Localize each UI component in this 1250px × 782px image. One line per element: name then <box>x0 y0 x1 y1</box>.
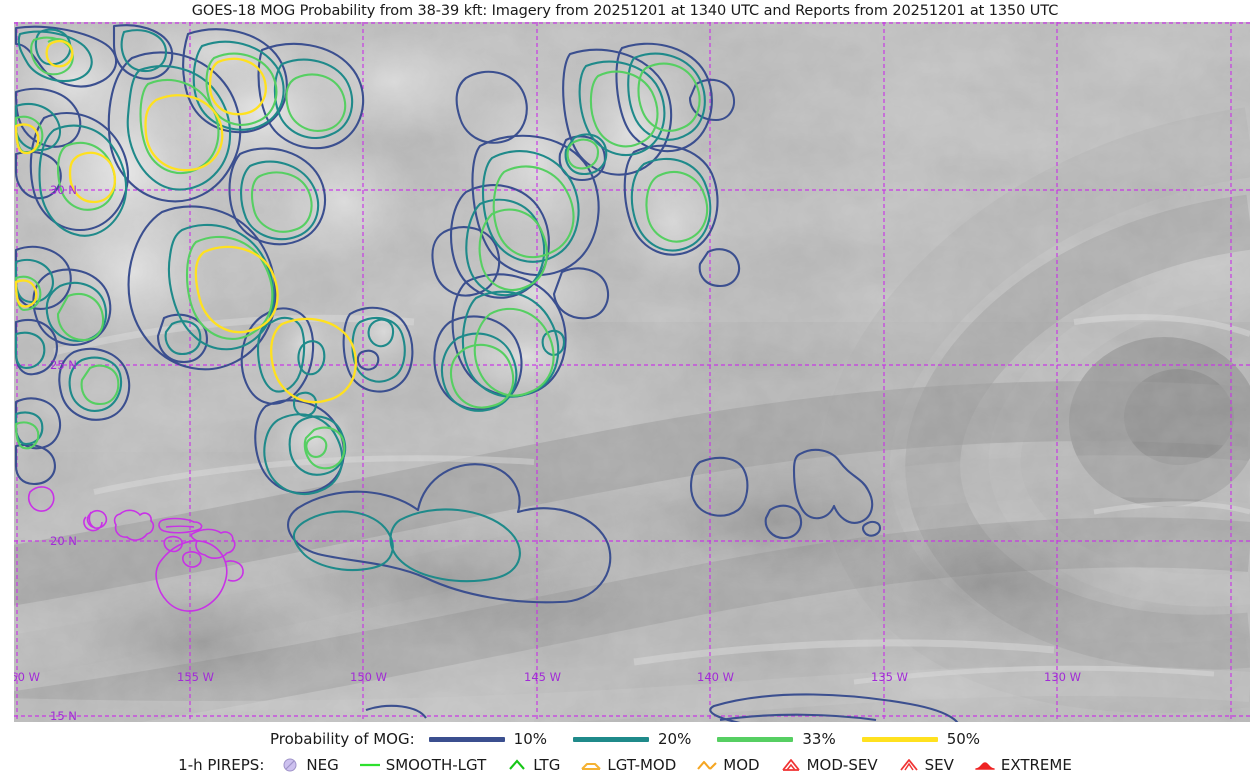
neg-circle-slash-icon <box>278 756 302 774</box>
contour-50pct <box>14 40 357 404</box>
mod-caret-icon <box>695 756 719 774</box>
legend-probability-title: Probability of MOG: <box>269 730 415 748</box>
prob-label-50: 50% <box>946 730 981 748</box>
legend-row-probability: Probability of MOG: 10% 20% 33% 50% <box>0 726 1250 752</box>
legend-pirep-smooth-lgt[interactable]: SMOOTH-LGT <box>358 756 487 774</box>
prob-swatch-10-icon <box>428 736 505 742</box>
legend-pirep-mod-sev[interactable]: MOD-SEV <box>779 756 878 774</box>
prob-swatch-33-icon <box>717 736 794 742</box>
legend-row-pireps: 1-h PIREPS: NEG SMOOTH-LGT <box>0 752 1250 778</box>
pirep-label-mod-sev: MOD-SEV <box>806 756 878 774</box>
contour-33pct <box>14 36 709 470</box>
ltg-caret-icon <box>505 756 529 774</box>
legend-pirep-lgt-mod[interactable]: LGT-MOD <box>579 756 676 774</box>
pirep-label-lgt-mod: LGT-MOD <box>607 756 677 774</box>
legend-pireps-title: 1-h PIREPS: <box>178 756 265 774</box>
legend-prob-50[interactable]: 50% <box>861 730 981 748</box>
prob-swatch-20-icon <box>573 736 650 742</box>
legend-pirep-extreme[interactable]: EXTREME <box>973 756 1072 774</box>
extreme-filled-tri-icon <box>973 756 997 774</box>
legend-prob-10[interactable]: 10% <box>428 730 548 748</box>
coastlines-hawaii <box>27 486 244 612</box>
legend-pirep-sev[interactable]: SEV <box>897 756 954 774</box>
map-panel[interactable]: 160 W 155 W 150 W 145 W 140 W 135 W 130 … <box>14 22 1250 722</box>
lgt-mod-trapezoid-icon <box>579 756 603 774</box>
figure-title: GOES-18 MOG Probability from 38-39 kft: … <box>191 3 1059 19</box>
legend-pirep-mod[interactable]: MOD <box>695 756 760 774</box>
contour-10pct <box>14 24 959 722</box>
legend: Probability of MOG: 10% 20% 33% 50% 1-h … <box>0 726 1250 782</box>
satellite-imagery <box>14 22 1250 722</box>
prob-label-20: 20% <box>658 730 692 748</box>
pirep-label-ltg: LTG <box>533 756 561 774</box>
smooth-lgt-line-icon <box>358 756 382 774</box>
pirep-label-sev: SEV <box>924 756 954 774</box>
legend-prob-33[interactable]: 33% <box>717 730 836 748</box>
prob-swatch-50-icon <box>861 736 938 742</box>
mod-sev-house-icon <box>779 756 803 774</box>
graticule <box>14 22 1250 722</box>
map-overlays <box>14 22 1250 722</box>
pirep-label-mod: MOD <box>723 756 760 774</box>
pirep-label-extreme: EXTREME <box>1000 756 1072 774</box>
legend-pirep-ltg[interactable]: LTG <box>505 756 560 774</box>
pirep-label-neg: NEG <box>306 756 339 774</box>
legend-prob-20[interactable]: 20% <box>573 730 691 748</box>
contour-20pct <box>14 28 712 583</box>
legend-pirep-neg[interactable]: NEG <box>278 756 339 774</box>
sev-peak-icon <box>897 756 921 774</box>
prob-label-33: 33% <box>802 730 836 748</box>
prob-label-10: 10% <box>513 730 548 748</box>
pirep-label-smooth-lgt: SMOOTH-LGT <box>385 756 487 774</box>
